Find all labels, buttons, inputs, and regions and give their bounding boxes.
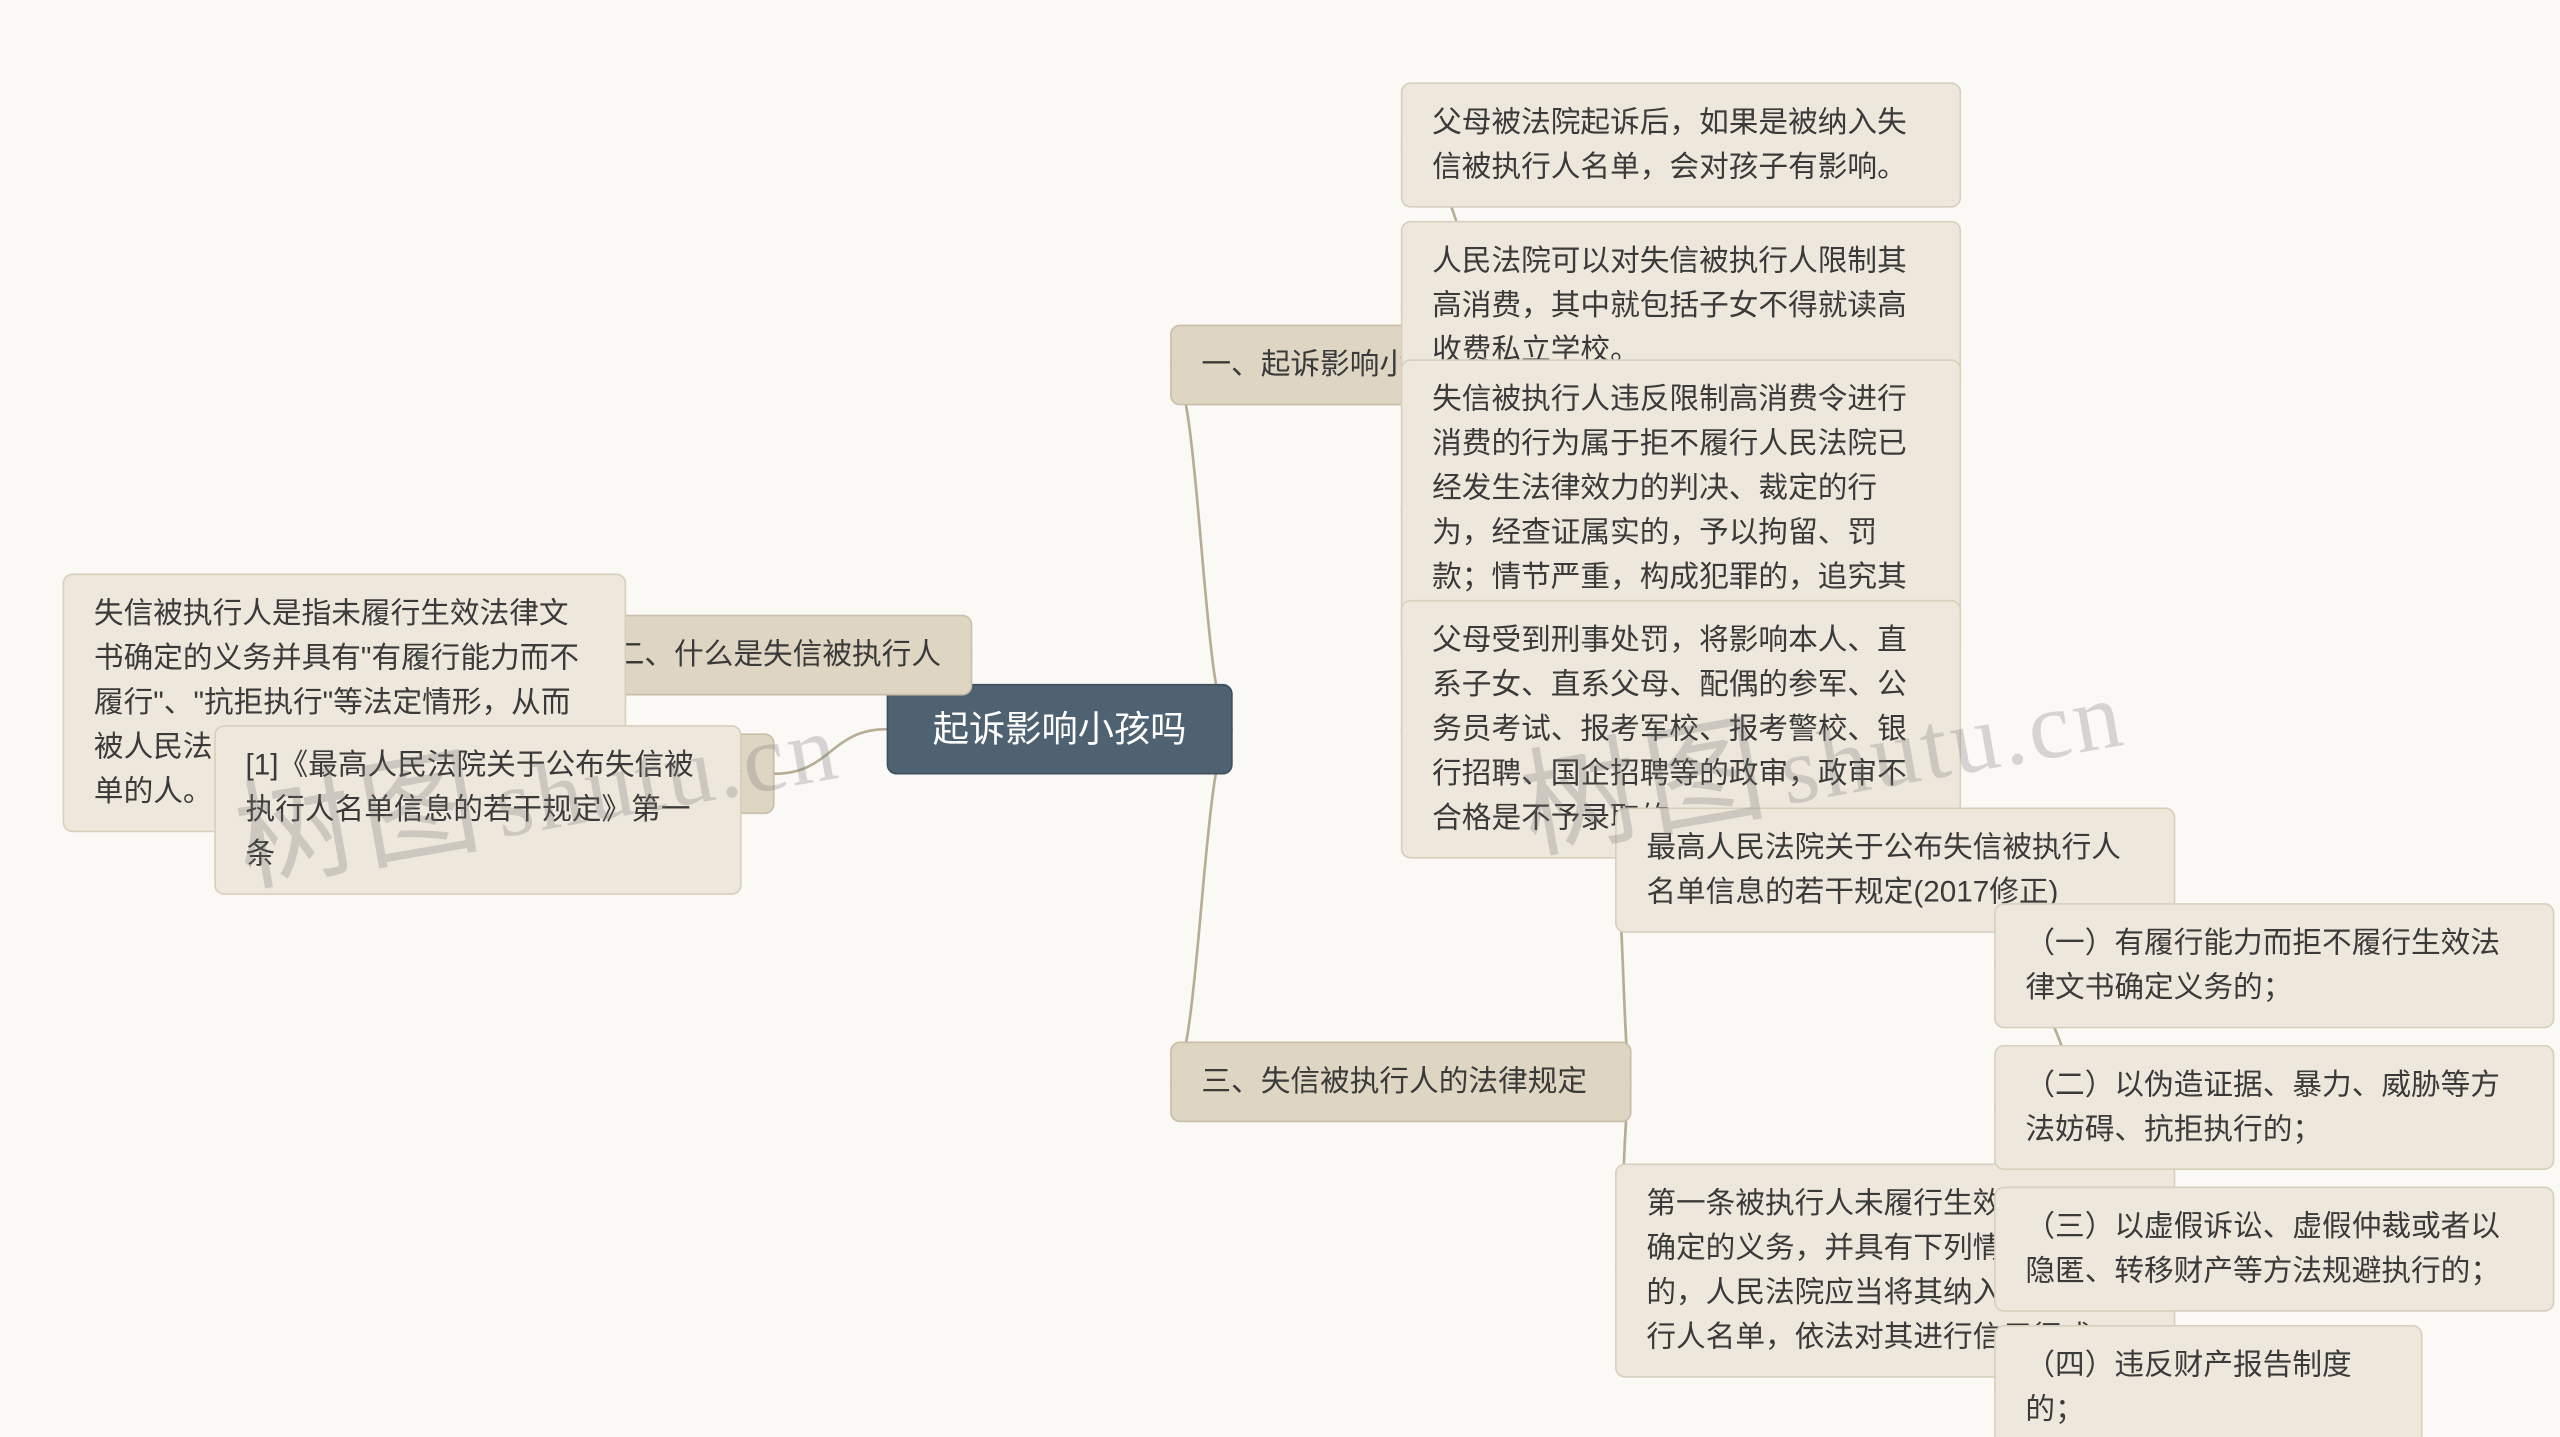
branch-b3-label: 三、失信被执行人的法律规定 (1201, 1060, 1587, 1104)
leaf-b1_1-label: 父母被法院起诉后，如果是被纳入失信被执行人名单，会对孩子有影响。 (1432, 101, 1930, 190)
leaf-b3_2_4-label: （四）违反财产报告制度的； (2025, 1343, 2391, 1432)
root-node[interactable]: 起诉影响小孩吗 (887, 684, 1233, 775)
leaf-b3_2_2-label: （二）以伪造证据、暴力、威胁等方法妨碍、抗拒执行的； (2025, 1063, 2523, 1152)
branch-b2-label: 二、什么是失信被执行人 (615, 633, 941, 677)
leaf-b3_1-label: 最高人民法院关于公布失信被执行人名单信息的若干规定(2017修正) (1646, 826, 2144, 915)
leaf-ref_1[interactable]: [1]《最高人民法院关于公布失信被执行人名单信息的若干规定》第一条 (214, 725, 741, 895)
leaf-b3_2_2[interactable]: （二）以伪造证据、暴力、威胁等方法妨碍、抗拒执行的； (1994, 1045, 2554, 1170)
leaf-b1_1[interactable]: 父母被法院起诉后，如果是被纳入失信被执行人名单，会对孩子有影响。 (1401, 82, 1961, 207)
leaf-b3_2_1[interactable]: （一）有履行能力而拒不履行生效法律文书确定义务的； (1994, 903, 2554, 1028)
branch-b2[interactable]: 二、什么是失信被执行人 (583, 615, 972, 696)
leaf-b3_2_4[interactable]: （四）违反财产报告制度的； (1994, 1325, 2422, 1437)
leaf-b3_2_1-label: （一）有履行能力而拒不履行生效法律文书确定义务的； (2025, 921, 2523, 1010)
branch-b3[interactable]: 三、失信被执行人的法律规定 (1170, 1042, 1631, 1123)
leaf-b1_2-label: 人民法院可以对失信被执行人限制其高消费，其中就包括子女不得就读高收费私立学校。 (1432, 239, 1930, 372)
leaf-b3_2_3-label: （三）以虚假诉讼、虚假仲裁或者以隐匿、转移财产等方法规避执行的； (2025, 1205, 2523, 1294)
root-node-label: 起诉影响小孩吗 (933, 702, 1187, 756)
leaf-b3_2_3[interactable]: （三）以虚假诉讼、虚假仲裁或者以隐匿、转移财产等方法规避执行的； (1994, 1187, 2554, 1312)
leaf-ref_1-label: [1]《最高人民法院关于公布失信被执行人名单信息的若干规定》第一条 (246, 743, 711, 876)
